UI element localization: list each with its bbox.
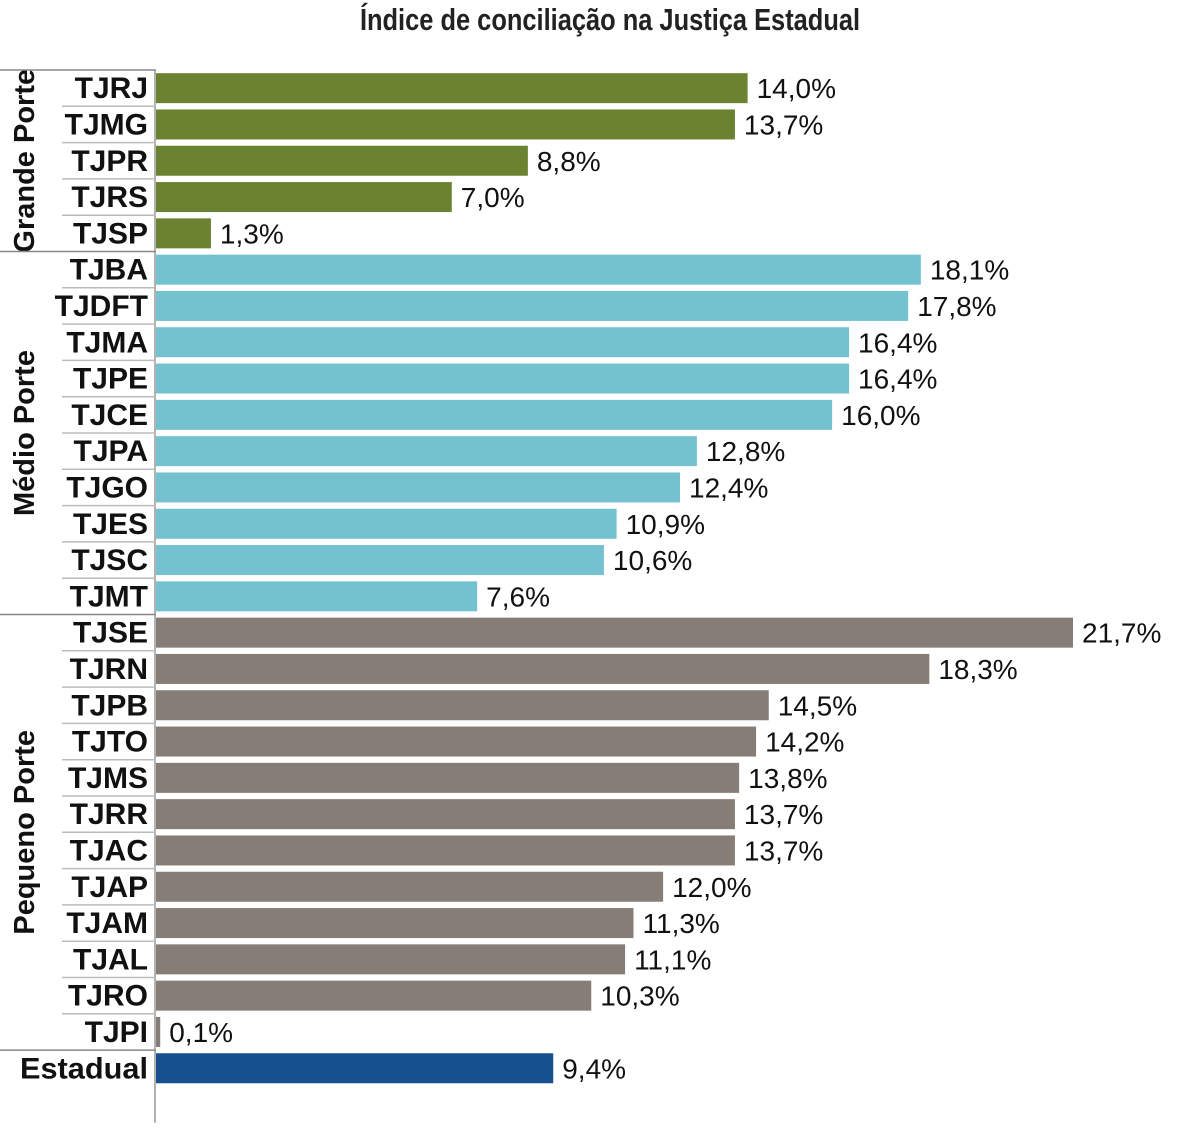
bar <box>156 472 680 503</box>
data-label: 13,8% <box>748 763 827 794</box>
category-label: TJRO <box>68 980 148 1013</box>
data-label: 13,7% <box>744 109 823 140</box>
category-label: TJPI <box>85 1016 148 1049</box>
data-label: 18,3% <box>938 654 1017 685</box>
bar <box>156 363 850 394</box>
data-label: 14,5% <box>778 690 857 721</box>
category-label: TJAL <box>73 943 148 976</box>
category-label: TJAP <box>71 871 148 904</box>
bar <box>156 799 735 830</box>
bar <box>156 871 664 902</box>
bar <box>156 762 740 793</box>
data-label: 17,8% <box>917 291 996 322</box>
category-label: TJES <box>73 508 148 541</box>
data-label: 11,3% <box>643 908 720 939</box>
bar <box>156 436 697 467</box>
bar <box>156 581 478 612</box>
category-label: TJMS <box>68 762 148 795</box>
category-label: TJRN <box>70 653 148 686</box>
category-label: TJCE <box>71 399 148 432</box>
data-label: 1,3% <box>220 218 284 249</box>
bar <box>156 980 592 1011</box>
bar <box>156 182 452 213</box>
data-label: 12,8% <box>706 436 785 467</box>
bar <box>156 690 769 721</box>
category-label: TJMG <box>65 108 148 141</box>
category-label: TJAM <box>66 907 148 940</box>
category-label: TJRJ <box>75 72 148 105</box>
data-label: 9,4% <box>562 1053 626 1084</box>
data-label: 10,9% <box>626 509 705 540</box>
bar <box>156 944 626 975</box>
category-label: TJPE <box>73 363 148 396</box>
category-label: TJAC <box>70 834 148 867</box>
bar <box>156 545 604 576</box>
bar <box>156 835 735 866</box>
bar <box>156 726 757 757</box>
data-label: 7,0% <box>461 182 525 213</box>
bar <box>156 908 634 939</box>
category-label: TJSP <box>73 217 148 250</box>
category-label: TJTO <box>72 726 148 759</box>
bar <box>156 653 930 684</box>
category-label: TJMA <box>66 326 148 359</box>
group-label: Grande Porte <box>9 69 41 253</box>
category-label: Estadual <box>20 1052 148 1085</box>
category-label: TJPR <box>71 145 148 178</box>
group-label: Pequeno Porte <box>9 730 41 935</box>
data-label: 12,4% <box>689 472 768 503</box>
data-label: 12,0% <box>672 872 751 903</box>
data-label: 10,3% <box>600 981 679 1012</box>
category-label: TJPA <box>74 435 148 468</box>
data-label: 16,4% <box>858 364 937 395</box>
bar <box>156 218 211 249</box>
bar <box>156 145 528 176</box>
data-label: 11,1% <box>634 944 711 975</box>
category-label: TJMT <box>70 580 148 613</box>
data-label: 7,6% <box>486 581 550 612</box>
chart-title: Índice de conciliação na Justiça Estadua… <box>359 2 861 37</box>
data-label: 14,0% <box>757 73 836 104</box>
category-label: TJPB <box>71 689 148 722</box>
data-label: 0,1% <box>169 1017 233 1048</box>
data-label: 13,7% <box>744 799 823 830</box>
bar <box>156 73 748 104</box>
category-label: TJSE <box>73 617 148 650</box>
bar <box>156 617 1073 648</box>
bar <box>156 327 850 358</box>
bar <box>156 508 617 539</box>
category-label: TJRS <box>71 181 148 214</box>
data-label: 14,2% <box>765 727 844 758</box>
category-label: TJSC <box>71 544 148 577</box>
data-label: 18,1% <box>930 255 1009 286</box>
bar <box>156 109 735 140</box>
bar <box>156 254 921 285</box>
bar <box>156 1016 161 1047</box>
data-label: 16,4% <box>858 327 937 358</box>
category-label: TJGO <box>66 471 148 504</box>
data-label: 10,6% <box>613 545 692 576</box>
bar <box>156 399 833 430</box>
data-label: 21,7% <box>1082 618 1161 649</box>
category-label: TJBA <box>70 254 148 287</box>
bar <box>156 1053 554 1084</box>
group-label: Médio Porte <box>9 350 41 516</box>
data-label: 13,7% <box>744 835 823 866</box>
data-label: 8,8% <box>537 146 601 177</box>
data-label: 16,0% <box>841 400 920 431</box>
bar <box>156 290 909 321</box>
category-label: TJRR <box>70 798 149 831</box>
category-label: TJDFT <box>55 290 148 323</box>
